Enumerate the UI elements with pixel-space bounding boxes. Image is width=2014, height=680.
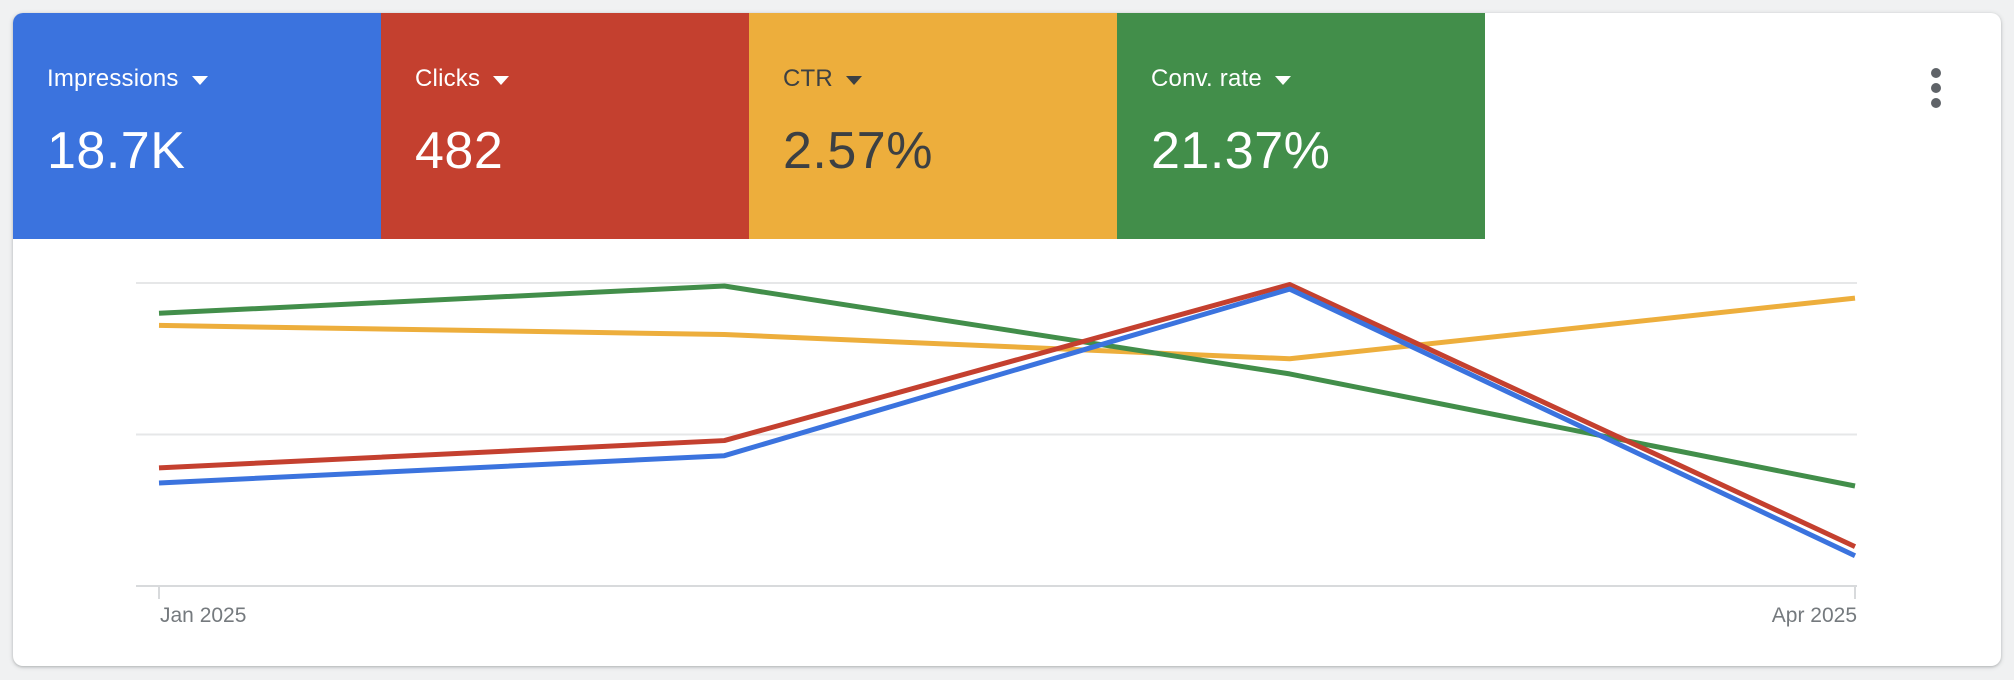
metric-card-ctr[interactable]: CTR 2.57% [749,13,1117,239]
chevron-down-icon[interactable] [845,76,862,85]
chevron-down-icon[interactable] [191,76,208,85]
metric-value: 21.37% [1151,122,1331,180]
metric-value: 18.7K [47,122,186,180]
metric-selector-conv-rate[interactable]: Conv. rate [1151,65,1291,93]
performance-line-chart [136,282,1857,599]
metric-value: 482 [415,122,504,180]
metric-card-conv-rate[interactable]: Conv. rate 21.37% [1117,13,1485,239]
metric-label: CTR [783,65,833,92]
metric-card-clicks[interactable]: Clicks 482 [381,13,749,239]
kebab-icon [1931,98,1941,108]
metric-label: Conv. rate [1151,65,1262,92]
overflow-menu-button[interactable] [1925,62,1947,114]
metric-label: Clicks [415,65,481,92]
metric-label: Impressions [47,65,179,92]
metric-cards-row: Impressions 18.7K Clicks 482 CTR 2.57% C… [13,13,2001,239]
metric-selector-impressions[interactable]: Impressions [47,65,208,93]
metric-selector-clicks[interactable]: Clicks [415,65,510,93]
kebab-icon [1931,68,1941,78]
chevron-down-icon[interactable] [1274,76,1291,85]
overview-card: Impressions 18.7K Clicks 482 CTR 2.57% C… [13,13,2001,666]
metric-value: 2.57% [783,122,933,180]
x-axis-tick-label-end: Apr 2025 [1771,604,1857,627]
x-axis-tick-label-start: Jan 2025 [160,604,247,627]
chevron-down-icon[interactable] [493,76,510,85]
metric-card-impressions[interactable]: Impressions 18.7K [13,13,381,239]
kebab-icon [1931,83,1941,93]
metric-selector-ctr[interactable]: CTR [783,65,862,93]
